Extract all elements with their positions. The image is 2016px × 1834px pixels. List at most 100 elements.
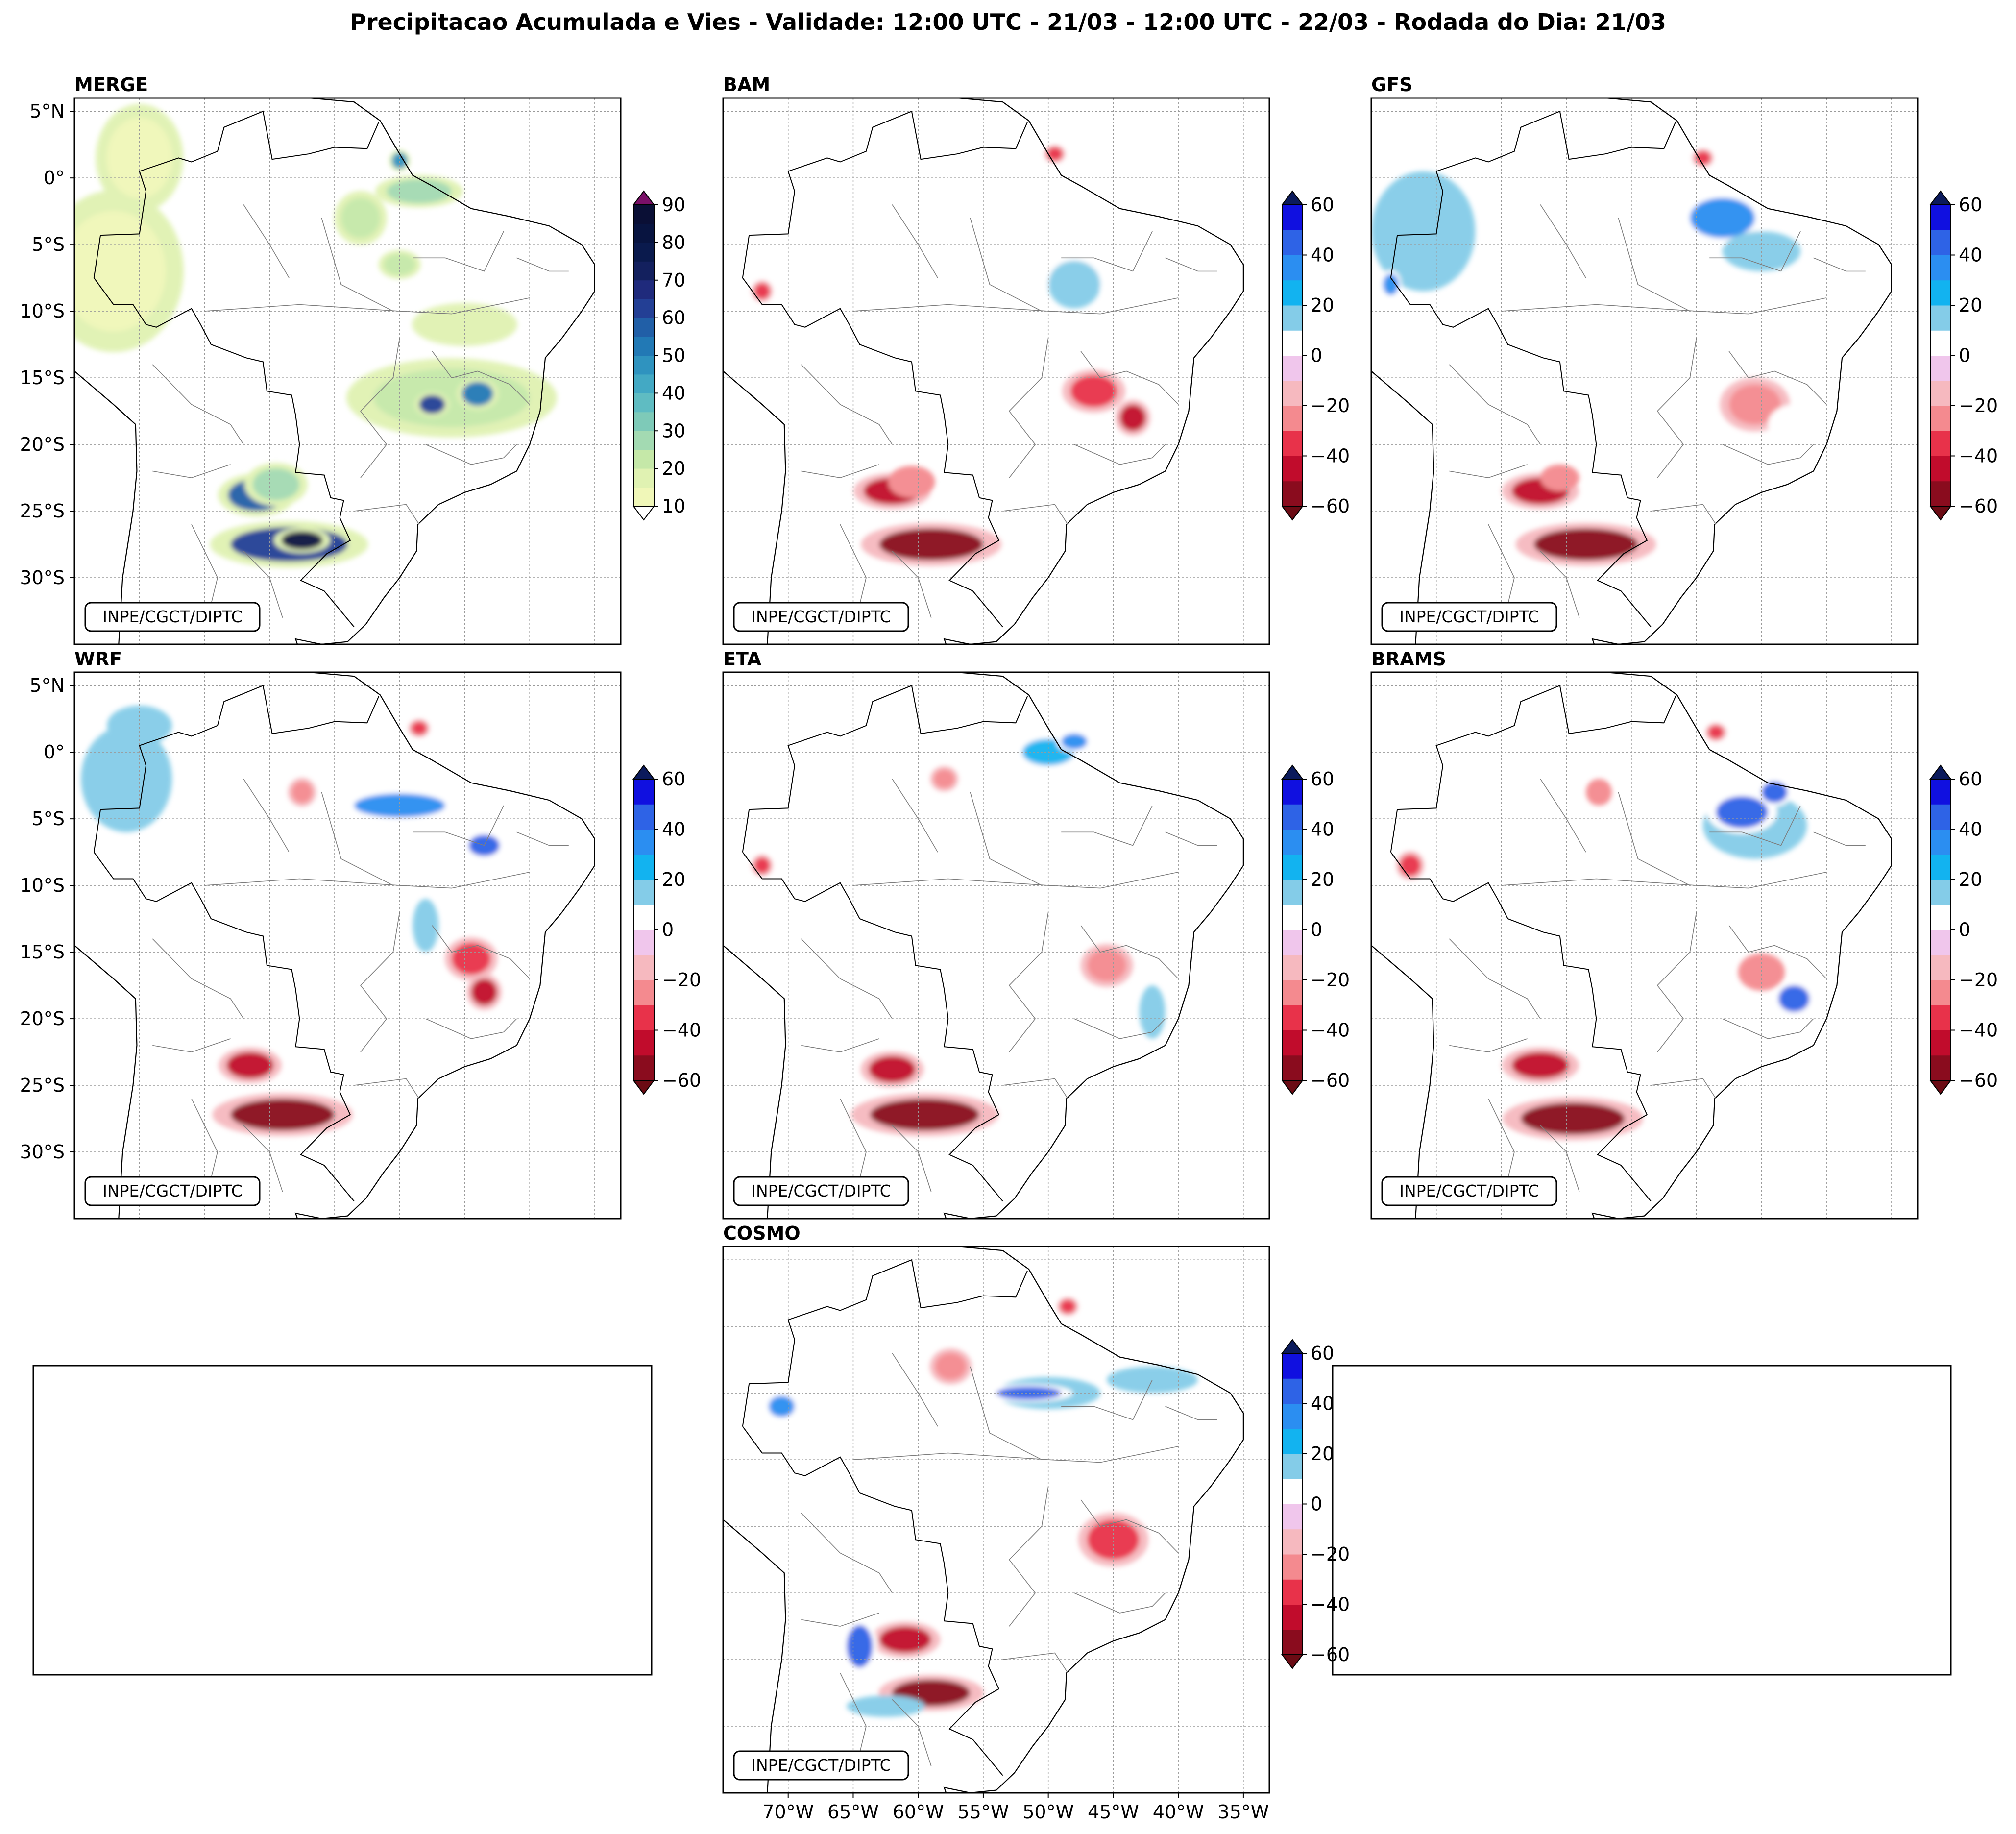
credit-badge: INPE/CGCT/DIPTC <box>84 1176 261 1206</box>
colorbar-tick-label: 60 <box>662 768 685 790</box>
state-border <box>1002 504 1069 525</box>
state-border <box>516 831 569 846</box>
state-border <box>243 551 283 618</box>
field-blob-10 <box>1695 151 1711 165</box>
colorbar-bin <box>1282 929 1303 955</box>
colorbar-tick-label: 60 <box>1311 768 1334 790</box>
country-border-north <box>742 1259 1028 1427</box>
colorbar-bin <box>633 954 654 980</box>
state-border <box>1061 805 1153 846</box>
field-blob-0 <box>1521 1102 1625 1135</box>
colorbar-merge: 90 80 70 60 50 40 30 20 10 <box>632 190 685 521</box>
state-border <box>1449 1038 1528 1052</box>
colorbar-extend-top <box>632 764 655 780</box>
colorbar-bin <box>1282 1403 1303 1429</box>
colorbar-bin <box>1930 880 1951 905</box>
lat-tick-label: 0° <box>44 741 65 763</box>
field-blob-2 <box>1087 949 1126 981</box>
colorbar-tick-label: 70 <box>662 269 685 291</box>
colorbar-bin <box>1282 905 1303 930</box>
state-border <box>516 257 569 272</box>
panel-title: MERGE <box>74 74 148 96</box>
colorbar-bin <box>633 205 654 224</box>
state-border <box>1501 872 1827 889</box>
colorbar-bin <box>1282 380 1303 406</box>
colorbar-bin <box>1282 255 1303 281</box>
west-coastline <box>723 1518 786 1793</box>
lat-tick-label: 5°S <box>32 808 65 830</box>
field-blob-5 <box>1690 197 1755 238</box>
colorbar-tick-label: −20 <box>1311 1543 1350 1565</box>
field-blob-2 <box>451 943 491 975</box>
field-blob-10 <box>341 197 380 238</box>
colorbar-bin <box>1282 1055 1303 1081</box>
field-blob-9 <box>934 769 955 788</box>
field-blob-11 <box>387 179 452 203</box>
lon-tick-label: 40°W <box>1153 1801 1204 1823</box>
field-blob-3 <box>1778 985 1810 1012</box>
colorbar-bin <box>1930 456 1951 482</box>
colorbar-tick-label: 40 <box>1959 245 1982 266</box>
map-frame <box>73 671 622 1220</box>
colorbar-bin <box>1282 456 1303 482</box>
colorbar-tick-label: −60 <box>1311 1070 1350 1091</box>
lat-tick-label: 5°S <box>32 234 65 255</box>
panel-brams: BRAMS INPE/CGCT/DIPTC 60 40 20 0 −20 −40 −60 <box>1370 648 1998 1220</box>
lon-tick-label: 35°W <box>1217 1801 1269 1823</box>
country-border <box>742 1426 1003 1776</box>
field-blob-1 <box>226 1052 274 1079</box>
state-border <box>801 1513 893 1593</box>
state-border <box>360 912 400 1052</box>
field-blob-10 <box>291 782 313 803</box>
panel-title: WRF <box>74 648 122 670</box>
colorbar-bin <box>1282 1604 1303 1630</box>
state-border <box>1618 218 1690 312</box>
colorbar-bin <box>633 1030 654 1056</box>
state-border <box>801 1038 879 1052</box>
colorbar-bin <box>633 355 654 375</box>
state-border <box>853 1446 1179 1463</box>
field-blob-3 <box>1729 384 1781 425</box>
colorbar-tick-label: −40 <box>662 1020 701 1041</box>
country-border <box>1390 852 1652 1202</box>
colorbar-bin <box>1282 1428 1303 1454</box>
colorbar-extend-bottom <box>1281 506 1304 521</box>
state-border <box>1722 1018 1814 1039</box>
lon-tick-label: 45°W <box>1088 1801 1139 1823</box>
state-border <box>1728 351 1827 405</box>
west-coastline <box>1371 370 1434 644</box>
state-border <box>243 1125 283 1192</box>
colorbar-tick-label: 20 <box>1959 294 1982 316</box>
colorbar-tick-label: −40 <box>1959 445 1998 467</box>
state-border <box>970 792 1042 886</box>
state-border <box>970 218 1042 312</box>
lat-tick-label: 25°S <box>20 1075 65 1096</box>
colorbar-tick-label: 20 <box>1311 869 1334 890</box>
colorbar-bin <box>633 337 654 356</box>
colorbar-tick-label: 20 <box>1311 1443 1334 1465</box>
lat-tick-label: 30°S <box>20 567 65 588</box>
country-border-north <box>742 110 1028 278</box>
field-blob-1 <box>879 1626 931 1653</box>
state-border <box>1449 464 1528 478</box>
state-border <box>1074 444 1166 465</box>
empty-axes-right <box>1332 1365 1952 1676</box>
state-border <box>892 779 938 853</box>
colorbar-bin <box>1930 205 1951 230</box>
state-border <box>1540 1125 1580 1192</box>
state-border <box>1061 1379 1153 1420</box>
colorbar-bin <box>1930 280 1951 306</box>
colorbar-bin <box>633 223 654 243</box>
colorbar-tick-label: −60 <box>1959 495 1998 517</box>
colorbar-tick-label: 40 <box>1311 819 1334 840</box>
colorbar-bin <box>1930 804 1951 830</box>
lat-tick-label: 15°S <box>20 367 65 389</box>
credit-text: INPE/CGCT/DIPTC <box>1399 607 1539 626</box>
colorbar-bin <box>1282 1579 1303 1605</box>
country-border <box>93 852 355 1202</box>
field-blob-6 <box>723 165 866 245</box>
colorbar-wrf: 60 40 20 0 −20 −40 −60 <box>632 764 701 1095</box>
state-border <box>801 464 879 478</box>
colorbar-bin <box>633 412 654 431</box>
panel-gfs: GFS INPE/CGCT/DIPTC 60 40 20 0 −20 −40 −60 <box>1370 74 1998 645</box>
